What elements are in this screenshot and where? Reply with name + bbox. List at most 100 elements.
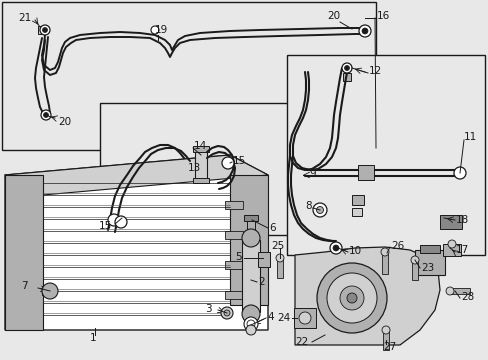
Bar <box>342 73 350 81</box>
Circle shape <box>40 25 50 35</box>
Bar <box>242 240 260 312</box>
Bar <box>244 215 258 221</box>
Text: 26: 26 <box>390 241 404 251</box>
Circle shape <box>341 63 351 73</box>
Bar <box>382 330 388 350</box>
Polygon shape <box>5 155 267 330</box>
Text: 17: 17 <box>455 245 468 255</box>
Circle shape <box>221 307 232 319</box>
Text: 5: 5 <box>235 252 242 262</box>
Polygon shape <box>294 247 439 345</box>
Circle shape <box>361 28 367 34</box>
Circle shape <box>381 326 389 334</box>
Circle shape <box>115 216 127 228</box>
Text: 19: 19 <box>155 25 168 35</box>
Circle shape <box>275 254 284 262</box>
Circle shape <box>316 207 323 213</box>
Polygon shape <box>5 155 267 195</box>
Bar <box>224 231 243 239</box>
Circle shape <box>410 256 418 264</box>
Text: 10: 10 <box>348 246 362 256</box>
Bar <box>224 261 243 269</box>
Circle shape <box>380 248 388 256</box>
Circle shape <box>447 240 455 248</box>
Text: 28: 28 <box>460 292 473 302</box>
Bar <box>442 244 460 256</box>
Bar <box>5 175 43 330</box>
Circle shape <box>329 242 341 254</box>
Bar <box>258 252 269 267</box>
Bar <box>246 218 254 238</box>
Circle shape <box>332 245 338 251</box>
Circle shape <box>246 320 254 328</box>
Text: 9: 9 <box>308 169 315 179</box>
Bar <box>357 165 373 180</box>
Text: 15: 15 <box>232 156 246 166</box>
Text: 23: 23 <box>420 263 433 273</box>
Bar <box>419 245 439 253</box>
Text: 12: 12 <box>368 66 382 76</box>
Bar <box>381 252 387 274</box>
Circle shape <box>151 26 159 34</box>
Text: 4: 4 <box>266 312 273 322</box>
Text: 27: 27 <box>382 342 395 352</box>
Bar <box>286 55 484 255</box>
Bar <box>224 201 243 209</box>
Text: 21: 21 <box>18 13 31 23</box>
Circle shape <box>222 157 234 169</box>
Text: 24: 24 <box>277 313 290 323</box>
Text: 22: 22 <box>294 337 307 347</box>
Circle shape <box>358 25 370 37</box>
Circle shape <box>245 325 256 335</box>
Text: 14: 14 <box>194 141 207 151</box>
Bar <box>38 26 46 34</box>
Circle shape <box>453 167 465 179</box>
Bar <box>229 175 267 305</box>
Text: 7: 7 <box>21 281 28 291</box>
Circle shape <box>224 310 229 316</box>
Bar <box>195 148 206 180</box>
Circle shape <box>445 287 453 295</box>
Circle shape <box>42 27 47 32</box>
Circle shape <box>316 263 386 333</box>
Text: 18: 18 <box>455 215 468 225</box>
Circle shape <box>43 113 48 117</box>
Text: 2: 2 <box>258 277 264 287</box>
Text: 15: 15 <box>99 221 112 231</box>
Bar <box>411 260 417 280</box>
Bar <box>351 195 363 205</box>
Text: 3: 3 <box>205 304 212 314</box>
Bar <box>224 291 243 299</box>
Bar <box>100 103 291 235</box>
Text: 16: 16 <box>376 11 389 21</box>
Bar <box>351 208 361 216</box>
Text: 20: 20 <box>58 117 71 127</box>
Circle shape <box>339 286 363 310</box>
Text: 20: 20 <box>326 11 340 21</box>
Bar <box>449 288 469 294</box>
Circle shape <box>346 293 356 303</box>
Bar <box>276 258 283 278</box>
Circle shape <box>242 305 260 323</box>
Text: 11: 11 <box>463 132 476 142</box>
Bar <box>2 2 375 150</box>
Circle shape <box>298 312 310 324</box>
Circle shape <box>344 66 349 71</box>
Text: 13: 13 <box>187 163 201 173</box>
Text: 6: 6 <box>268 223 275 233</box>
Circle shape <box>326 273 376 323</box>
Circle shape <box>41 110 51 120</box>
Bar <box>439 215 461 229</box>
Text: 1: 1 <box>90 333 97 343</box>
Circle shape <box>108 214 120 226</box>
Bar <box>42 287 52 295</box>
Bar <box>193 146 208 152</box>
Bar <box>414 250 444 275</box>
Bar <box>293 308 315 328</box>
Text: 8: 8 <box>305 201 311 211</box>
Circle shape <box>312 203 326 217</box>
Circle shape <box>242 229 260 247</box>
Circle shape <box>244 317 258 331</box>
Circle shape <box>42 283 58 299</box>
Text: 25: 25 <box>271 241 284 251</box>
